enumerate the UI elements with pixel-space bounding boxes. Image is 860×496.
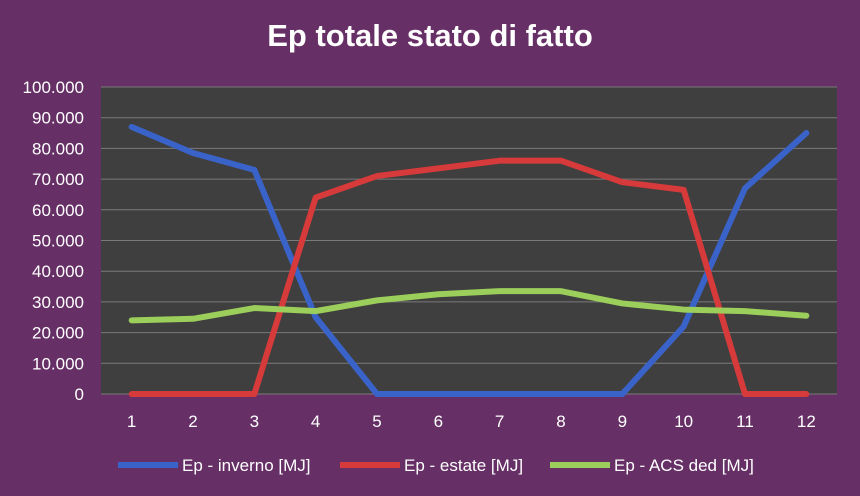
series-lines bbox=[128, 123, 810, 397]
y-tick-label: 50.000 bbox=[32, 232, 84, 251]
series-line-2 bbox=[128, 157, 810, 397]
y-tick-label: 80.000 bbox=[32, 139, 84, 158]
y-tick-label: 70.000 bbox=[32, 170, 84, 189]
x-tick-label: 11 bbox=[736, 412, 754, 431]
x-tick-label: 6 bbox=[434, 412, 443, 431]
x-tick-label: 1 bbox=[127, 412, 136, 431]
chart-title: Ep totale stato di fatto bbox=[267, 18, 593, 53]
x-tick-label: 8 bbox=[556, 412, 565, 431]
y-tick-label: 100.000 bbox=[23, 78, 84, 97]
legend-label: Ep - inverno [MJ] bbox=[182, 456, 311, 475]
x-tick-label: 9 bbox=[618, 412, 627, 431]
x-tick-label: 3 bbox=[250, 412, 259, 431]
legend: Ep - inverno [MJ] Ep - estate [MJ] Ep - AC… bbox=[118, 456, 754, 475]
x-tick-label: 7 bbox=[495, 412, 504, 431]
x-tick-label: 10 bbox=[674, 412, 693, 431]
x-tick-label: 4 bbox=[311, 412, 320, 431]
legend-label: Ep - ACS ded [MJ] bbox=[614, 456, 754, 475]
y-tick-label: 60.000 bbox=[32, 201, 84, 220]
y-tick-label: 40.000 bbox=[32, 262, 84, 281]
y-axis-ticks: 0 10.000 20.000 30.000 40.000 50.000 60.000 70.… bbox=[23, 78, 84, 404]
series-line-1 bbox=[128, 123, 810, 397]
series-line-3 bbox=[128, 288, 810, 324]
y-tick-label: 0 bbox=[75, 385, 84, 404]
y-tick-label: 30.000 bbox=[32, 293, 84, 312]
x-axis-ticks: 1 2 3 4 5 6 7 8 9 10 11 12 bbox=[127, 412, 816, 431]
x-tick-label: 5 bbox=[372, 412, 381, 431]
legend-label: Ep - estate [MJ] bbox=[404, 456, 523, 475]
x-tick-label: 2 bbox=[188, 412, 197, 431]
x-tick-label: 12 bbox=[797, 412, 816, 431]
y-tick-label: 10.000 bbox=[32, 354, 84, 373]
y-tick-label: 90.000 bbox=[32, 109, 84, 128]
y-tick-label: 20.000 bbox=[32, 324, 84, 343]
